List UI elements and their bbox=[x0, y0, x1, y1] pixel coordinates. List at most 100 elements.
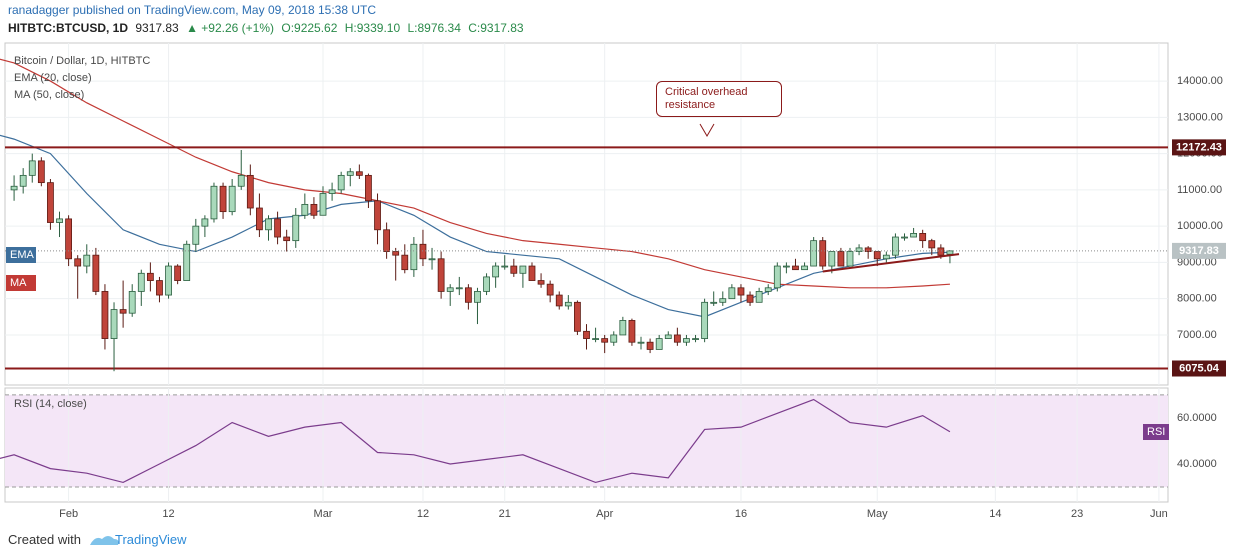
x-tick-label: 12 bbox=[417, 508, 429, 520]
chart-title: Bitcoin / Dollar, 1D, HITBTC bbox=[14, 55, 150, 67]
symbol-line: HITBTC:BTCUSD, 1D 9317.83 ▲ +92.26 (+1%)… bbox=[8, 21, 528, 35]
candle-body bbox=[83, 254, 91, 267]
candle-body bbox=[701, 301, 709, 339]
y-tick-label: 8000.00 bbox=[1177, 293, 1217, 305]
series-tag: MA bbox=[10, 277, 27, 289]
candle-body bbox=[592, 338, 599, 340]
candle-body bbox=[455, 287, 463, 290]
level-label-bg bbox=[1172, 360, 1226, 377]
candle-body bbox=[637, 341, 645, 344]
candle-body bbox=[210, 185, 218, 220]
candle-body bbox=[755, 291, 763, 303]
candle-body bbox=[810, 240, 818, 267]
candle-body bbox=[301, 203, 309, 216]
candle-body bbox=[946, 250, 954, 255]
candle-body bbox=[882, 254, 890, 260]
candle-body bbox=[901, 236, 908, 239]
candle-body bbox=[401, 254, 409, 271]
candle-body bbox=[446, 287, 454, 292]
candle-body bbox=[574, 301, 581, 332]
level-label: 12172.43 bbox=[1176, 141, 1222, 153]
candle-body bbox=[192, 225, 200, 245]
candle-body bbox=[546, 283, 554, 296]
candle-body bbox=[201, 218, 209, 227]
ohlc: H:9339.10 bbox=[344, 21, 401, 35]
created-with: Created with bbox=[8, 532, 81, 547]
candle-body bbox=[328, 189, 336, 194]
rsi-title: RSI (14, close) bbox=[14, 398, 87, 410]
series-tag: EMA bbox=[10, 249, 35, 261]
y-tick-label: 9000.00 bbox=[1177, 256, 1217, 268]
candle-body bbox=[537, 280, 545, 285]
candle-body bbox=[846, 251, 854, 267]
x-tick-label: Mar bbox=[314, 508, 333, 520]
series-tag-bg bbox=[6, 275, 36, 291]
x-tick-label: 23 bbox=[1071, 508, 1083, 520]
x-tick-label: May bbox=[867, 508, 888, 520]
level-label-bg bbox=[1172, 139, 1226, 156]
y-tick-label: 10000.00 bbox=[1177, 220, 1223, 232]
candle-body bbox=[47, 182, 54, 223]
indicator-line bbox=[0, 58, 950, 289]
level-label: 6075.04 bbox=[1179, 362, 1220, 374]
candle-body bbox=[719, 298, 727, 303]
candle-body bbox=[183, 243, 191, 281]
candle-body bbox=[319, 193, 327, 216]
candle-body bbox=[74, 258, 82, 267]
candle-body bbox=[274, 218, 281, 238]
candle-body bbox=[646, 341, 654, 350]
candle-body bbox=[792, 265, 799, 271]
candle-body bbox=[483, 276, 490, 292]
logo bbox=[90, 536, 119, 545]
candle-body bbox=[655, 338, 663, 350]
candle-body bbox=[219, 185, 227, 213]
ohlc: L:8976.34 bbox=[407, 21, 461, 35]
candle-body bbox=[137, 272, 145, 292]
candle-body bbox=[782, 265, 790, 268]
candle-body bbox=[65, 218, 73, 260]
change: ▲ +92.26 (+1%) bbox=[186, 21, 275, 35]
ohlc: O:9225.62 bbox=[281, 21, 338, 35]
candle-body bbox=[583, 330, 590, 339]
last-price: 9317.83 bbox=[135, 21, 179, 35]
candle-body bbox=[365, 174, 372, 202]
candle-body bbox=[664, 334, 672, 339]
candle-body bbox=[710, 301, 718, 304]
candle-body bbox=[392, 251, 400, 256]
brand: TradingView bbox=[114, 532, 187, 547]
candle-body bbox=[146, 272, 154, 281]
candle-body bbox=[283, 236, 291, 242]
candle-body bbox=[310, 203, 318, 216]
candle-body bbox=[746, 294, 754, 303]
candle-body bbox=[692, 338, 699, 340]
candle-body bbox=[519, 265, 527, 274]
candle-body bbox=[828, 251, 836, 267]
y-tick-label: 7000.00 bbox=[1177, 329, 1217, 341]
y-tick-label: 13000.00 bbox=[1177, 111, 1223, 123]
candle-body bbox=[773, 265, 781, 289]
rsi-tick-label: 60.0000 bbox=[1177, 412, 1217, 424]
candle-body bbox=[919, 233, 927, 242]
rsi-tick-label: 40.0000 bbox=[1177, 458, 1217, 470]
candle-body bbox=[292, 214, 300, 242]
candle-body bbox=[628, 320, 636, 343]
candle-body bbox=[683, 338, 690, 343]
legend-entry: EMA (20, close) bbox=[14, 72, 92, 84]
y-tick-label: 14000.00 bbox=[1177, 75, 1223, 87]
candle-body bbox=[337, 174, 345, 191]
symbol: HITBTC:BTCUSD, 1D bbox=[8, 21, 128, 35]
candle-body bbox=[892, 236, 899, 256]
indicator-line bbox=[0, 134, 950, 318]
candle-body bbox=[28, 160, 36, 176]
candle-body bbox=[564, 301, 572, 307]
candle-body bbox=[256, 207, 263, 231]
candle-body bbox=[610, 334, 618, 343]
x-tick-label: 12 bbox=[162, 508, 174, 520]
candle-body bbox=[510, 265, 518, 274]
x-tick-label: 14 bbox=[989, 508, 1001, 520]
ohlc: C:9317.83 bbox=[468, 21, 524, 35]
candle-body bbox=[56, 218, 63, 223]
candle-body bbox=[101, 291, 109, 339]
